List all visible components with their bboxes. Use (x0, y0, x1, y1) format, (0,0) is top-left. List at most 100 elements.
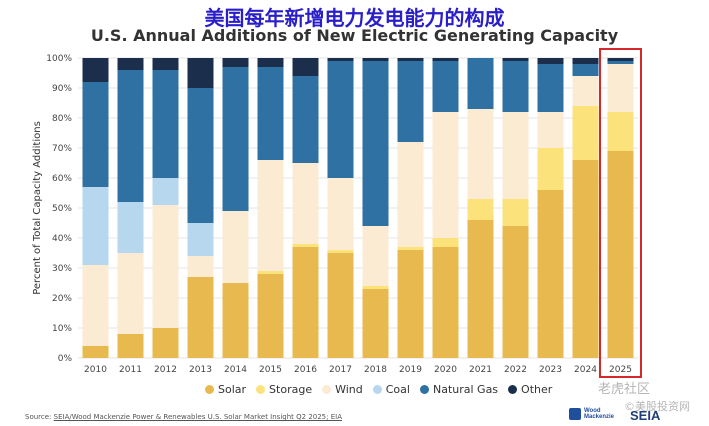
bar-coal-2012 (152, 178, 179, 205)
legend-swatch-icon (419, 385, 429, 394)
legend-item-wind: Wind (322, 383, 363, 396)
y-tick-label: 80% (52, 114, 72, 124)
highlight-2025-box (599, 48, 642, 378)
seia-logo: SEIA (630, 408, 661, 423)
wood-mackenzie-text: Wood Mackenzie (584, 408, 615, 420)
bar-wind-2010 (82, 265, 109, 346)
bar-solar-2015 (257, 274, 284, 358)
bar-natural-gas-2024 (572, 64, 599, 76)
y-tick-label: 40% (52, 234, 72, 244)
bar-solar-2011 (117, 334, 144, 358)
bar-wind-2022 (502, 112, 529, 199)
bar-solar-2024 (572, 160, 599, 358)
legend-label: Coal (385, 383, 410, 396)
source-link[interactable]: SEIA/Wood Mackenzie Power & Renewables U… (53, 413, 342, 421)
y-tick-label: 20% (52, 294, 72, 304)
bar-other-2025 (607, 58, 634, 61)
bar-other-2024 (572, 58, 599, 64)
bar-storage-2021 (467, 199, 494, 220)
watermark-us-stock: ©美股投资网 (624, 400, 690, 413)
x-tick-label: 2015 (259, 365, 282, 375)
x-tick-label: 2020 (434, 365, 457, 375)
bar-storage-2024 (572, 106, 599, 160)
bar-other-2022 (502, 58, 529, 61)
bar-other-2014 (222, 58, 249, 67)
bar-wind-2014 (222, 211, 249, 283)
y-tick-label: 60% (52, 174, 72, 184)
x-tick-label: 2014 (224, 365, 247, 375)
bar-solar-2013 (187, 277, 214, 358)
bar-wind-2021 (467, 109, 494, 199)
legend-swatch-icon (322, 385, 332, 394)
bar-wind-2012 (152, 205, 179, 328)
bar-other-2010 (82, 58, 109, 82)
bar-natural-gas-2023 (537, 64, 564, 112)
bar-storage-2022 (502, 199, 529, 226)
y-tick-label: 10% (52, 324, 72, 334)
y-tick-label: 50% (52, 204, 72, 214)
bar-natural-gas-2012 (152, 70, 179, 178)
x-tick-label: 2016 (294, 365, 317, 375)
bar-solar-2014 (222, 283, 249, 358)
x-tick-label: 2010 (84, 365, 107, 375)
bar-storage-2020 (432, 238, 459, 247)
bar-storage-2019 (397, 247, 424, 250)
source-prefix: Source: (25, 413, 54, 421)
y-tick-label: 100% (46, 54, 72, 64)
legend-label: Storage (269, 383, 313, 396)
legend-item-other: Other (508, 383, 552, 396)
bar-other-2023 (537, 58, 564, 64)
bar-storage-2025 (607, 112, 634, 151)
bar-wind-2020 (432, 112, 459, 238)
bar-storage-2015 (257, 271, 284, 274)
y-axis-label: Percent of Total Capacity Additions (32, 121, 43, 295)
bar-other-2018 (362, 58, 389, 61)
bar-coal-2010 (82, 187, 109, 265)
bar-solar-2025 (607, 151, 634, 358)
bar-natural-gas-2017 (327, 61, 354, 178)
bar-natural-gas-2018 (362, 61, 389, 226)
legend-item-storage: Storage (256, 383, 312, 396)
y-tick-label: 90% (52, 84, 72, 94)
x-tick-label: 2011 (119, 365, 142, 375)
bar-wind-2013 (187, 256, 214, 277)
legend-label: Natural Gas (432, 383, 499, 396)
bar-other-2020 (432, 58, 459, 61)
legend-swatch-icon (508, 385, 518, 394)
bar-wind-2019 (397, 142, 424, 247)
bar-coal-2011 (117, 202, 144, 253)
bar-natural-gas-2022 (502, 61, 529, 112)
legend-swatch-icon (372, 385, 382, 394)
bar-other-2011 (117, 58, 144, 70)
legend-label: Wind (335, 383, 363, 396)
legend: Solar Storage Wind Coal Natural Gas Other (205, 383, 552, 396)
bar-other-2012 (152, 58, 179, 70)
bar-solar-2023 (537, 190, 564, 358)
bar-wind-2015 (257, 160, 284, 271)
y-tick-label: 0% (58, 354, 73, 364)
chinese-title: 美国每年新增电力发电能力的构成 (204, 6, 505, 30)
bars (82, 58, 634, 358)
bar-solar-2020 (432, 247, 459, 358)
x-tick-label: 2017 (329, 365, 352, 375)
bar-natural-gas-2010 (82, 82, 109, 187)
bar-solar-2012 (152, 328, 179, 358)
bar-natural-gas-2014 (222, 67, 249, 211)
x-tick-label: 2023 (539, 365, 562, 375)
legend-item-coal: Coal (372, 383, 410, 396)
bar-wind-2025 (607, 64, 634, 112)
bar-wind-2024 (572, 76, 599, 106)
source-note: Source: SEIA/Wood Mackenzie Power & Rene… (25, 413, 342, 421)
legend-label: Other (521, 383, 553, 396)
legend-swatch-icon (256, 385, 266, 394)
bar-wind-2023 (537, 112, 564, 148)
bar-wind-2016 (292, 163, 319, 244)
bar-storage-2016 (292, 244, 319, 247)
bar-natural-gas-2015 (257, 67, 284, 160)
x-tick-label: 2019 (399, 365, 422, 375)
legend-item-solar: Solar (205, 383, 246, 396)
y-tick-label: 30% (52, 264, 72, 274)
x-tick-label: 2024 (574, 365, 597, 375)
legend-swatch-icon (205, 385, 214, 394)
